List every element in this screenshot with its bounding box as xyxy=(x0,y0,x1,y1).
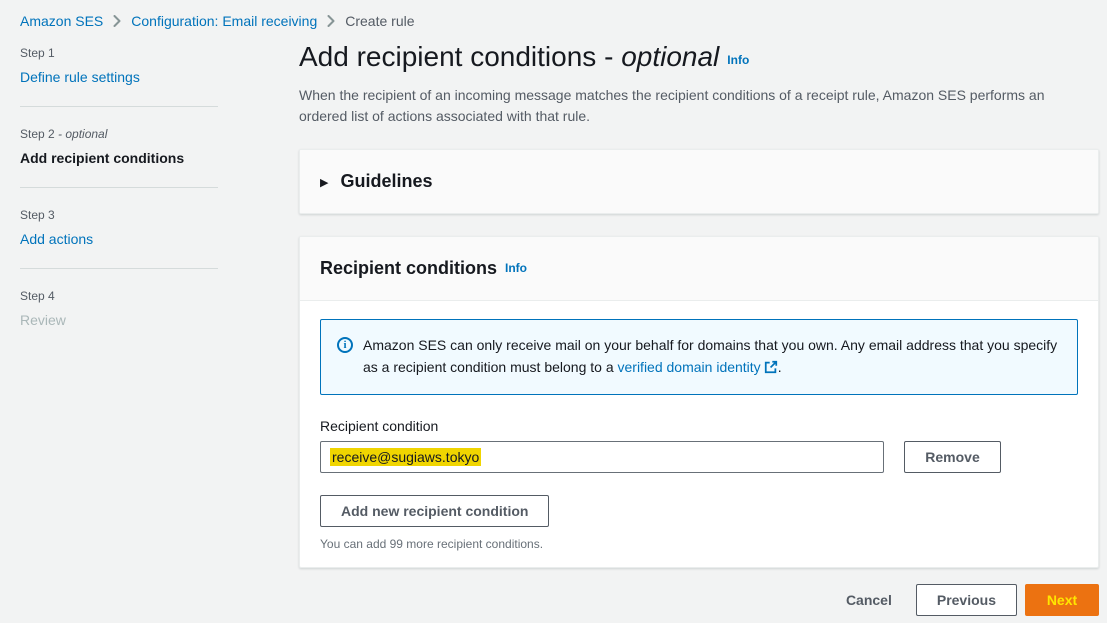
wizard-footer-actions: Cancel Previous Next xyxy=(299,584,1099,616)
previous-button[interactable]: Previous xyxy=(915,584,1017,616)
info-alert-text: Amazon SES can only receive mail on your… xyxy=(363,334,1061,380)
recipient-conditions-panel: Recipient conditions Info i Amazon SES ca… xyxy=(299,236,1099,568)
divider xyxy=(20,268,218,269)
recipient-conditions-info-link[interactable]: Info xyxy=(505,261,528,275)
guidelines-panel: ▶ Guidelines xyxy=(299,149,1099,214)
chevron-right-icon xyxy=(327,15,335,27)
breadcrumb-current: Create rule xyxy=(345,13,415,29)
guidelines-expander[interactable]: ▶ Guidelines xyxy=(300,150,1098,213)
step-3: Step 3 Add actions xyxy=(20,208,218,247)
step-2: Step 2 - optional Add recipient conditio… xyxy=(20,127,218,166)
step-3-label: Step 3 xyxy=(20,208,55,222)
step-2-optional-label: - optional xyxy=(58,127,108,141)
step-1-label: Step 1 xyxy=(20,46,55,60)
breadcrumb: Amazon SES Configuration: Email receivin… xyxy=(0,0,1107,32)
step-2-label: Step 2 xyxy=(20,127,59,141)
step-4: Step 4 Review xyxy=(20,289,218,328)
page-header: Add recipient conditions - optional Info … xyxy=(299,40,1099,127)
remove-button[interactable]: Remove xyxy=(904,441,1001,473)
breadcrumb-link-amazon-ses[interactable]: Amazon SES xyxy=(20,13,104,29)
page-title: Add recipient conditions - optional Info xyxy=(299,41,750,72)
next-button[interactable]: Next xyxy=(1025,584,1099,616)
recipient-conditions-body: i Amazon SES can only receive mail on yo… xyxy=(300,301,1098,567)
page-description: When the recipient of an incoming messag… xyxy=(299,87,1045,124)
recipient-conditions-header: Recipient conditions Info xyxy=(300,237,1098,301)
step-2-current-add-recipient-conditions: Add recipient conditions xyxy=(20,150,185,166)
step-1-link-define-rule-settings[interactable]: Define rule settings xyxy=(20,69,140,85)
page-title-optional: optional xyxy=(621,41,720,72)
step-1: Step 1 Define rule settings xyxy=(20,46,218,85)
conditions-remaining-note: You can add 99 more recipient conditions… xyxy=(320,537,544,551)
recipient-condition-value: receive@sugiaws.tokyo xyxy=(330,448,482,466)
step-4-label: Step 4 xyxy=(20,289,55,303)
recipient-condition-field-label: Recipient condition xyxy=(320,418,439,434)
page-title-info-link[interactable]: Info xyxy=(727,53,750,67)
main-content: Add recipient conditions - optional Info … xyxy=(299,32,1099,616)
cancel-button[interactable]: Cancel xyxy=(845,592,892,608)
info-alert: i Amazon SES can only receive mail on yo… xyxy=(320,319,1078,395)
caret-right-icon: ▶ xyxy=(320,177,329,189)
wizard-steps-sidebar: Step 1 Define rule settings Step 2 - opt… xyxy=(0,32,299,328)
recipient-condition-input[interactable]: receive@sugiaws.tokyo xyxy=(320,441,884,473)
step-3-link-add-actions[interactable]: Add actions xyxy=(20,231,94,247)
info-circle-icon: i xyxy=(337,337,353,353)
chevron-right-icon xyxy=(113,15,121,27)
step-4-disabled-review: Review xyxy=(20,312,66,328)
recipient-conditions-title: Recipient conditions xyxy=(320,258,498,278)
divider xyxy=(20,187,218,188)
add-new-recipient-condition-button[interactable]: Add new recipient condition xyxy=(320,495,550,527)
divider xyxy=(20,106,218,107)
breadcrumb-link-email-receiving[interactable]: Configuration: Email receiving xyxy=(131,13,318,29)
external-link-icon xyxy=(764,358,778,380)
guidelines-title: Guidelines xyxy=(340,171,433,191)
verified-domain-identity-link[interactable]: verified domain identity xyxy=(618,359,778,375)
